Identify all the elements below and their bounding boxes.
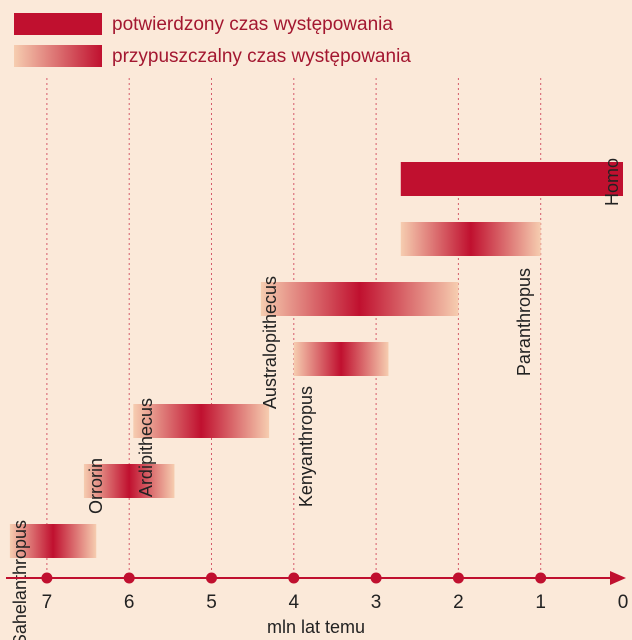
bar-sahelanthropus [9, 524, 97, 558]
tick-dot-6 [123, 572, 135, 584]
label-kenyanthropus: Kenyanthropus [296, 386, 316, 507]
label-australopithecus: Australopithecus [260, 276, 280, 409]
genus-labels: Sahelanthropus Orrorin Ardipithecus Austral… [10, 158, 622, 640]
bar-ardipithecus [133, 404, 270, 438]
tick-label-1: 1 [535, 592, 546, 613]
tick-dot-4 [288, 572, 300, 584]
legend-label-presumed: przypuszczalny czas występowania [112, 46, 411, 67]
bar-paranthropus [400, 222, 541, 256]
legend-swatch-presumed [14, 45, 102, 67]
tick-dot-7 [41, 572, 53, 584]
gridlines [46, 78, 542, 578]
label-sahelanthropus: Sahelanthropus [10, 520, 30, 640]
tick-dot-2 [452, 572, 464, 584]
tick-label-5: 5 [206, 592, 217, 613]
bar-orrorin [83, 464, 175, 498]
axis-arrowhead [610, 571, 626, 585]
tick-label-4: 4 [289, 592, 300, 613]
range-bars [9, 162, 623, 558]
legend-label-confirmed: potwierdzony czas występowania [112, 14, 393, 35]
legend: potwierdzony czas występowania przypuszc… [14, 13, 411, 67]
axis-title: mln lat temu [267, 617, 365, 637]
tick-label-2: 2 [453, 592, 464, 613]
time-axis: 7 6 5 4 3 2 1 0 mln lat temu [6, 571, 628, 637]
bar-homo [400, 162, 623, 196]
legend-swatch-confirmed [14, 13, 102, 35]
tick-label-7: 7 [42, 592, 53, 613]
tick-dot-5 [206, 572, 217, 584]
label-ardipithecus: Ardipithecus [136, 398, 156, 497]
tick-dot-1 [535, 572, 547, 584]
bar-australopithecus [260, 282, 459, 316]
label-orrorin: Orrorin [86, 458, 106, 514]
label-paranthropus: Paranthropus [514, 268, 534, 376]
tick-label-6: 6 [124, 592, 135, 613]
axis-ticks: 7 6 5 4 3 2 1 0 [41, 572, 629, 613]
label-homo: Homo [602, 158, 622, 206]
tick-dot-3 [370, 572, 382, 584]
bar-kenyanthropus [293, 342, 389, 376]
tick-label-3: 3 [371, 592, 382, 613]
tick-label-0: 0 [618, 592, 629, 613]
